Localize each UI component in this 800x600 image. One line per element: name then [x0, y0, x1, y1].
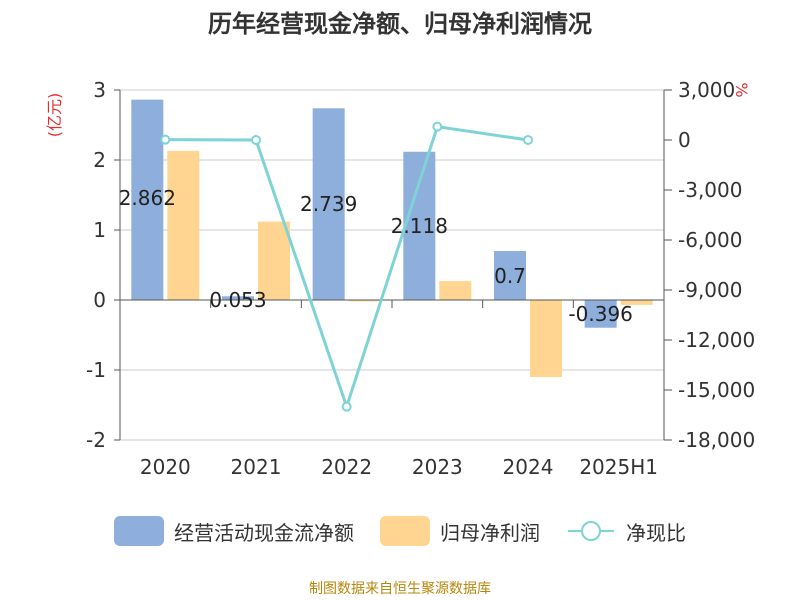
y-right-tick-label: -18,000	[678, 428, 755, 452]
y-left-tick-label: 0	[93, 288, 106, 312]
legend-item-cashflow[interactable]: 经营活动现金流净额	[114, 516, 354, 546]
data-label-cashflow: 2.739	[300, 192, 357, 216]
x-tick-label: 2024	[503, 455, 554, 479]
legend-swatch-net-profit	[380, 516, 430, 546]
y-right-tick-label: -15,000	[678, 378, 755, 402]
legend-line-icon	[568, 521, 614, 541]
line-cash-ratio	[165, 124, 529, 412]
legend-swatch-cashflow	[114, 516, 164, 546]
source-note: 制图数据来自恒生聚源数据库	[309, 581, 491, 597]
y-right-tick-label: -3,000	[678, 178, 742, 202]
bar-net-profit	[348, 300, 381, 302]
data-label-cashflow: 2.862	[119, 186, 176, 210]
y-left-tick-label: -1	[86, 358, 106, 382]
x-tick-label: 2023	[412, 455, 463, 479]
y-right-axis-label: %	[732, 82, 751, 97]
x-tick-label: 2022	[321, 455, 372, 479]
y-right-tick-label: 3,000	[678, 78, 735, 102]
legend-label-cashflow: 经营活动现金流净额	[174, 520, 354, 545]
y-left-axis-label: (亿元)	[45, 93, 64, 138]
data-label-cashflow: -0.396	[568, 302, 632, 326]
y-left-tick-label: -2	[86, 428, 106, 452]
y-right-tick-label: -12,000	[678, 328, 755, 352]
legend-label-cash-ratio: 净现比	[626, 520, 686, 545]
bar-net-profit	[530, 300, 562, 377]
legend-label-net-profit: 归母净利润	[440, 520, 540, 545]
bar-net-profit	[439, 281, 472, 300]
y-right-tick-label: -9,000	[678, 278, 742, 302]
y-left-tick-label: 3	[93, 78, 106, 102]
bar-cashflow	[312, 108, 345, 301]
data-label-cashflow: 0.7	[494, 264, 526, 288]
point-cash-ratio	[432, 121, 443, 132]
bar-cashflow	[131, 99, 164, 300]
bar-cashflow	[494, 251, 526, 300]
bar-cashflow	[584, 300, 617, 328]
legend-item-net-profit[interactable]: 归母净利润	[380, 516, 540, 546]
x-tick-label: 2021	[231, 455, 282, 479]
point-cash-ratio	[341, 401, 352, 412]
point-cash-ratio	[523, 135, 533, 145]
bar-net-profit	[167, 150, 200, 300]
x-tick-label: 2025H1	[579, 455, 658, 479]
legend-item-cash-ratio[interactable]: 净现比	[566, 516, 686, 546]
point-cash-ratio	[251, 135, 261, 145]
data-label-cashflow: 2.118	[391, 214, 448, 238]
y-right-tick-label: 0	[678, 128, 691, 152]
legend: 经营活动现金流净额 归母净利润 净现比	[0, 516, 800, 546]
x-tick-label: 2020	[140, 455, 191, 479]
bar-net-profit	[258, 221, 290, 300]
bar-cashflow	[403, 151, 436, 300]
data-label-cashflow: 0.053	[209, 288, 266, 312]
bar-cashflow	[222, 296, 254, 300]
y-left-tick-label: 1	[93, 218, 106, 242]
chart-title: 历年经营现金净额、归母净利润情况	[208, 10, 592, 38]
point-cash-ratio	[160, 134, 171, 145]
bar-net-profit	[620, 300, 653, 305]
y-left-tick-label: 2	[93, 148, 106, 172]
y-right-tick-label: -6,000	[678, 228, 742, 252]
